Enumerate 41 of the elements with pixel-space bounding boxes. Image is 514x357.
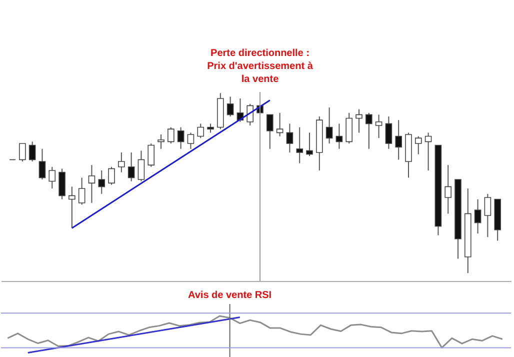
candlestick bbox=[28, 141, 36, 162]
candlestick bbox=[474, 198, 482, 234]
candlestick bbox=[138, 150, 145, 182]
candlestick bbox=[158, 134, 164, 150]
candlestick bbox=[68, 186, 76, 229]
candlestick bbox=[395, 120, 402, 160]
candlestick bbox=[444, 164, 452, 214]
candlestick bbox=[375, 114, 382, 139]
candlestick bbox=[19, 142, 26, 162]
candlestick bbox=[177, 126, 184, 150]
candlestick bbox=[38, 148, 46, 180]
candlestick bbox=[266, 114, 274, 150]
candlestick bbox=[197, 123, 204, 139]
candlestick bbox=[48, 166, 56, 189]
candlestick bbox=[484, 193, 492, 238]
candlestick bbox=[118, 152, 125, 173]
candlestick bbox=[207, 123, 214, 134]
candlestick bbox=[356, 108, 362, 134]
candlestick bbox=[286, 123, 294, 153]
candlestick bbox=[187, 132, 194, 150]
candlestick bbox=[78, 177, 86, 206]
candlestick bbox=[336, 123, 343, 150]
candlestick bbox=[296, 126, 304, 164]
candlestick bbox=[88, 164, 96, 204]
candlestick bbox=[385, 116, 392, 150]
candlestick bbox=[128, 152, 135, 182]
candlestick bbox=[326, 106, 333, 144]
candlestick bbox=[108, 166, 115, 186]
candlestick bbox=[276, 112, 284, 137]
candlestick bbox=[346, 112, 352, 144]
candlestick bbox=[98, 170, 106, 194]
candlestick bbox=[306, 132, 313, 157]
candlestick bbox=[58, 168, 66, 200]
candlestick bbox=[148, 142, 155, 168]
candlestick bbox=[168, 126, 174, 144]
candlestick bbox=[226, 96, 234, 117]
text: Perte directionnelle : Prix d'avertissement à la vente bbox=[207, 48, 314, 85]
candlestick bbox=[424, 132, 432, 171]
candlestick bbox=[366, 112, 372, 150]
text: Avis de vente RSI bbox=[188, 290, 272, 301]
candlestick bbox=[414, 136, 422, 155]
